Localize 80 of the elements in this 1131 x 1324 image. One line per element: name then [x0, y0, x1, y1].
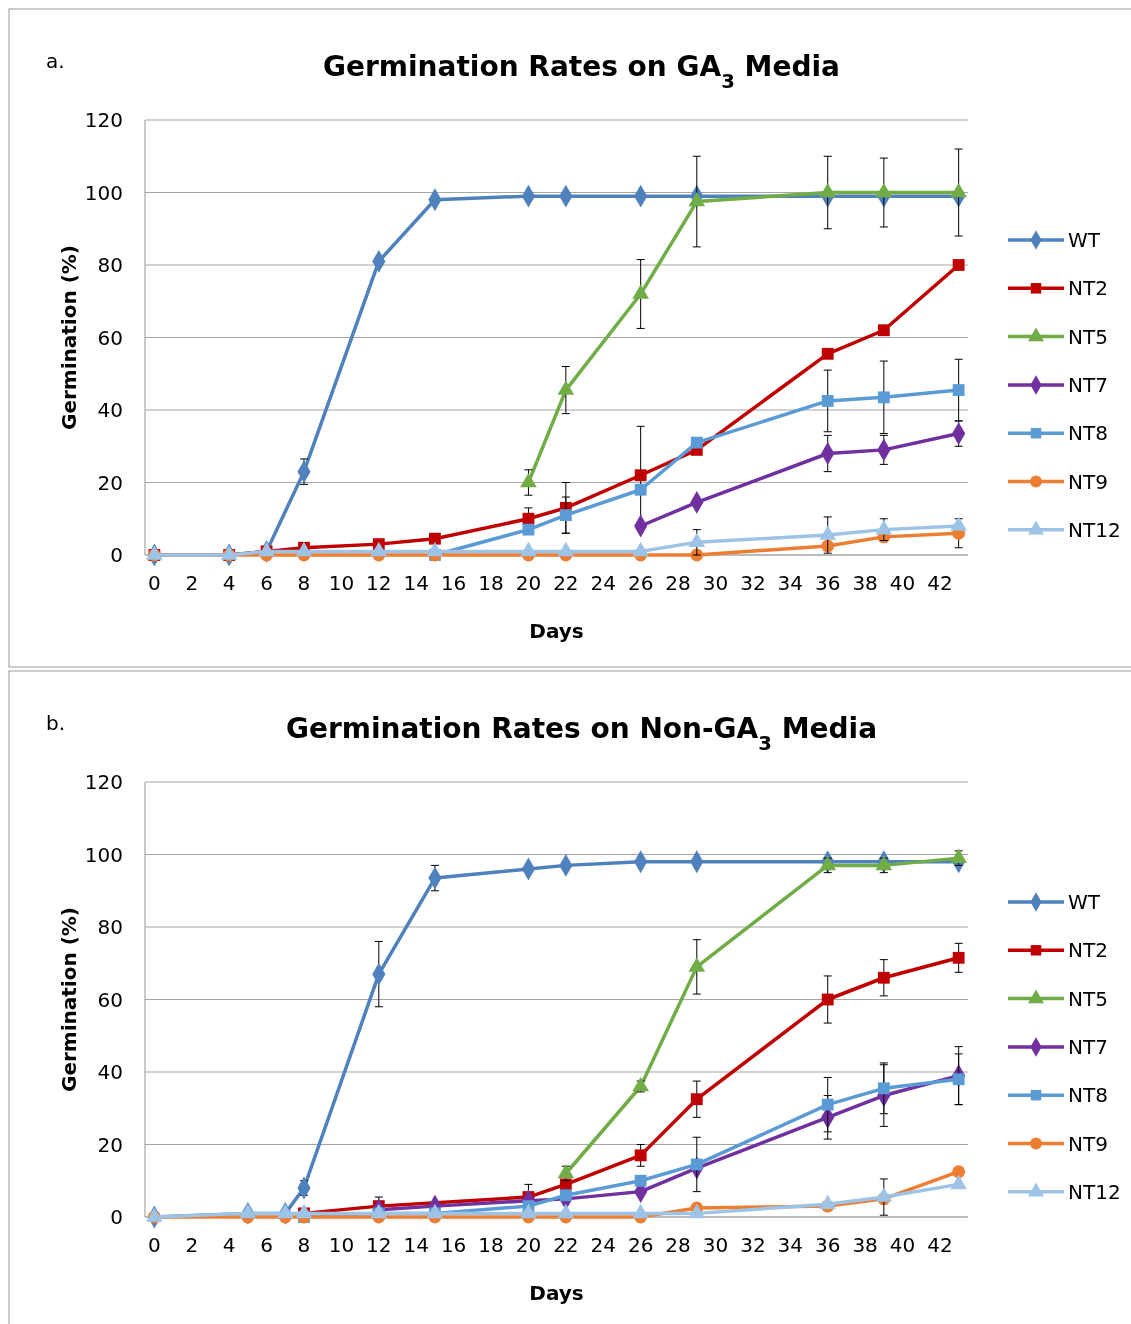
chart-title: Germination Rates on Non-GA$_{3}$ Media	[285, 712, 878, 755]
y-tick-label: 0	[110, 543, 123, 567]
x-axis-title: Days	[529, 1281, 584, 1305]
x-tick-label: 34	[777, 1233, 804, 1257]
y-tick-label: 60	[97, 325, 123, 350]
x-tick-label: 12	[366, 571, 392, 595]
x-tick-label: 4	[222, 571, 236, 595]
x-tick-label: 16	[440, 1233, 467, 1257]
x-tick-label: 8	[297, 1233, 311, 1257]
x-tick-label: 36	[814, 1233, 841, 1257]
x-tick-label: 24	[590, 571, 616, 595]
y-tick-label: 0	[110, 1205, 123, 1229]
x-tick-label: 16	[440, 571, 467, 595]
y-tick-label: 40	[97, 1060, 123, 1084]
legend-label: NT9	[1068, 1131, 1108, 1156]
legend-label: NT7	[1068, 372, 1108, 397]
y-tick-label: 20	[97, 470, 123, 495]
x-tick-label: 32	[740, 1233, 766, 1257]
y-tick-label: 120	[84, 108, 123, 132]
x-tick-label: 4	[222, 1233, 236, 1257]
x-tick-label: 36	[814, 571, 841, 595]
legend-label: NT2	[1068, 938, 1108, 963]
x-tick-label: 30	[702, 571, 729, 595]
x-tick-label: 28	[665, 1233, 691, 1257]
legend-label: NT7	[1068, 1034, 1108, 1059]
text: b.	[46, 711, 66, 735]
x-tick-label: 26	[627, 571, 654, 595]
y-axis-title: Germination (%)	[57, 907, 81, 1092]
x-tick-label: 14	[403, 1233, 429, 1257]
x-tick-label: 40	[889, 571, 916, 595]
x-tick-label: 14	[403, 571, 429, 595]
x-tick-label: 2	[185, 1233, 199, 1257]
legend-label: NT2	[1068, 276, 1108, 301]
legend-label: NT5	[1068, 986, 1108, 1011]
legend-label: WT	[1068, 890, 1101, 914]
legend-label: NT5	[1068, 324, 1108, 349]
x-axis-title: Days	[529, 619, 584, 643]
x-tick-label: 30	[702, 1233, 729, 1257]
x-tick-label: 20	[515, 571, 542, 595]
legend-label: NT8	[1068, 1083, 1108, 1108]
y-axis-title: Germination (%)	[57, 245, 81, 430]
y-tick-label: 100	[84, 180, 123, 205]
x-tick-label: 38	[852, 571, 878, 595]
x-tick-label: 18	[478, 571, 504, 595]
y-tick-label: 100	[84, 842, 123, 867]
x-tick-label: 6	[260, 1233, 273, 1257]
x-tick-label: 24	[590, 1233, 616, 1257]
y-tick-label: 80	[97, 253, 123, 277]
text: a.	[46, 49, 65, 73]
x-tick-label: 26	[627, 1233, 654, 1257]
legend-label: WT	[1068, 228, 1101, 252]
y-tick-label: 60	[97, 987, 123, 1012]
x-tick-label: 38	[852, 1233, 878, 1257]
x-tick-label: 8	[297, 571, 311, 595]
y-tick-label: 120	[84, 770, 123, 794]
x-tick-label: 34	[777, 571, 804, 595]
x-tick-label: 28	[665, 571, 691, 595]
y-tick-label: 80	[97, 915, 123, 939]
y-tick-label: 20	[97, 1132, 123, 1157]
x-tick-label: 18	[478, 1233, 504, 1257]
x-tick-label: 40	[889, 1233, 916, 1257]
x-tick-label: 12	[366, 1233, 392, 1257]
x-tick-label: 10	[328, 1233, 355, 1257]
x-tick-label: 6	[260, 571, 273, 595]
legend-label: NT12	[1068, 517, 1121, 542]
x-tick-label: 22	[553, 571, 579, 595]
y-tick-label: 40	[97, 398, 123, 422]
x-tick-label: 32	[740, 571, 766, 595]
legend-label: NT9	[1068, 469, 1108, 494]
x-tick-label: 20	[515, 1233, 542, 1257]
x-tick-label: 0	[147, 1233, 161, 1257]
x-tick-label: 10	[328, 571, 355, 595]
x-tick-label: 0	[147, 571, 161, 595]
x-tick-label: 42	[927, 1233, 953, 1257]
legend-label: NT8	[1068, 421, 1108, 446]
legend-label: NT12	[1068, 1179, 1121, 1204]
x-tick-label: 42	[927, 571, 953, 595]
x-tick-label: 22	[553, 1233, 579, 1257]
chart-title: Germination Rates on GA$_{3}$ Media	[323, 50, 840, 93]
x-tick-label: 2	[185, 571, 199, 595]
